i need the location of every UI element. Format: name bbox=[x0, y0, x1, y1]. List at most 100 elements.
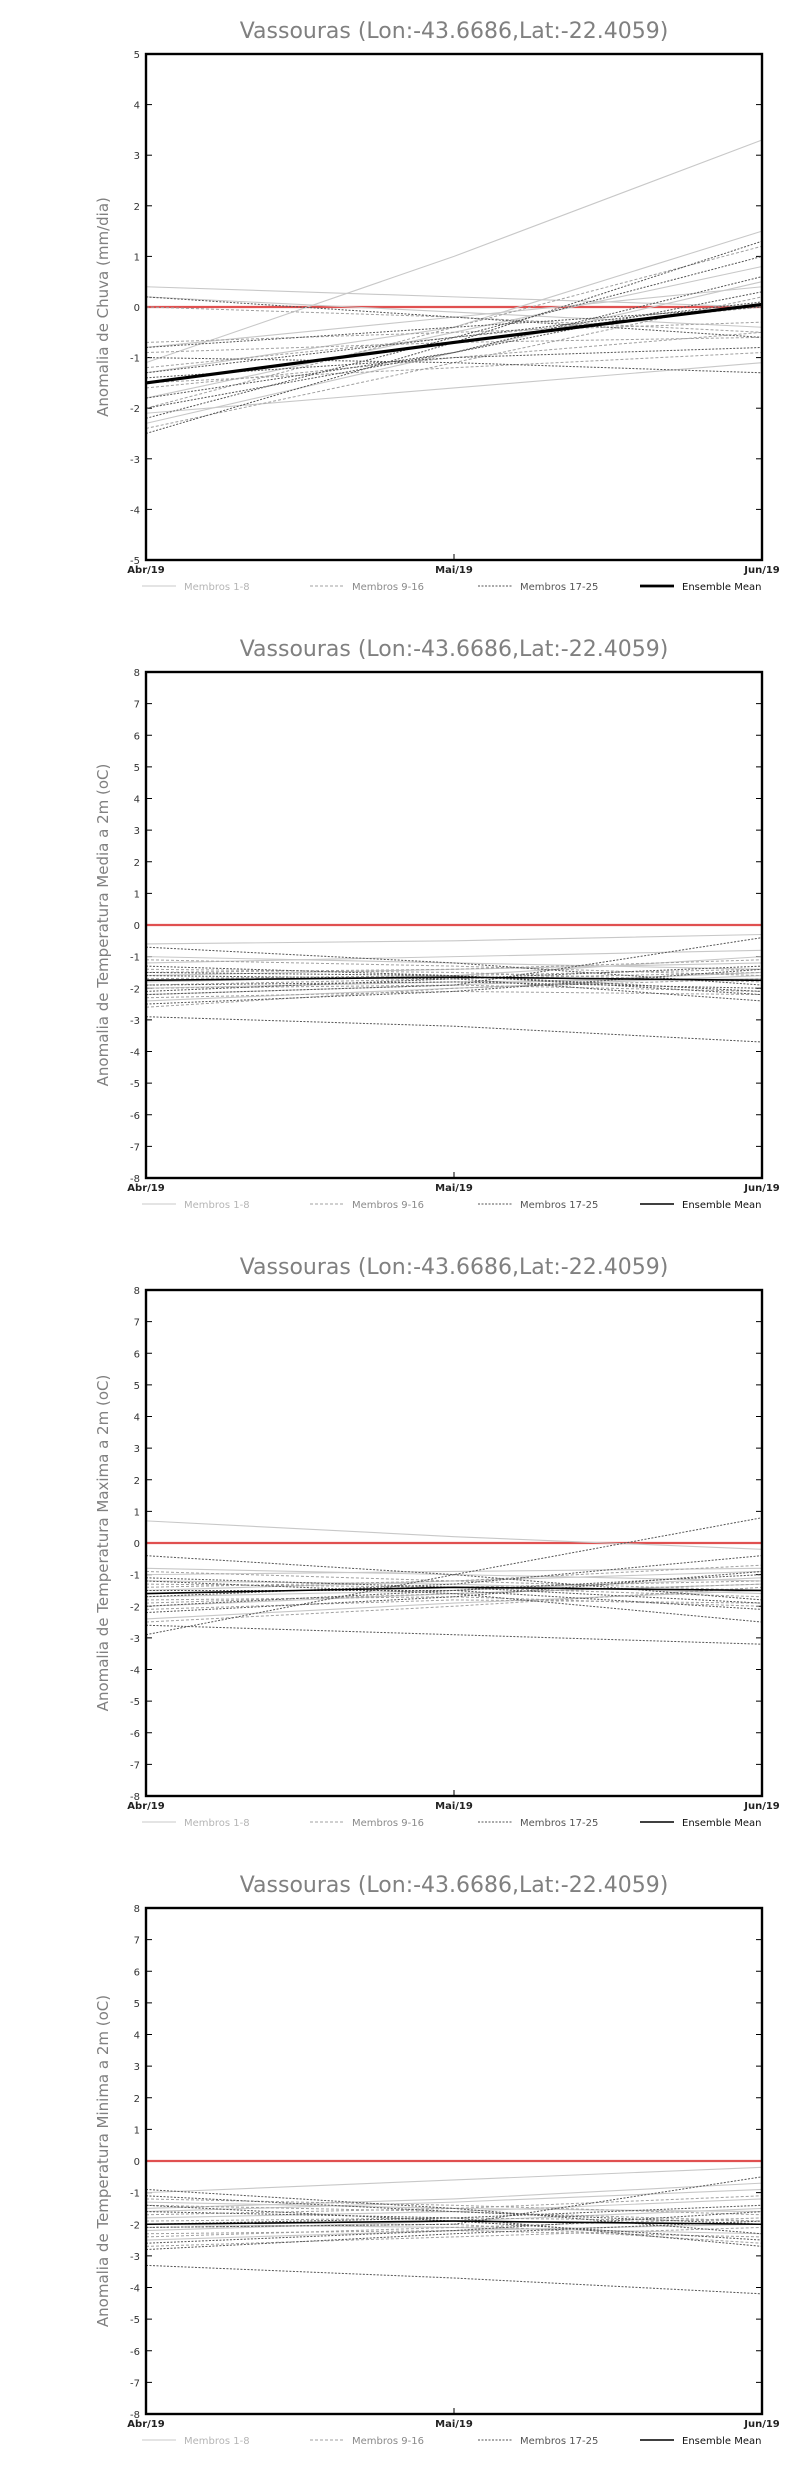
y-tick-label: 2 bbox=[134, 858, 140, 869]
y-tick-label: 5 bbox=[134, 1999, 140, 2010]
x-tick-label: Abr/19 bbox=[127, 1183, 164, 1194]
y-tick-label: -8 bbox=[130, 2410, 140, 2421]
legend-label-m1: Membros 1-8 bbox=[184, 582, 250, 593]
series-m2-6 bbox=[145, 990, 763, 999]
y-tick-label: 6 bbox=[134, 731, 140, 742]
y-tick-label: 8 bbox=[134, 668, 140, 679]
series-m3-5 bbox=[145, 357, 763, 374]
series-m1-8 bbox=[145, 296, 763, 328]
series-m3-9 bbox=[145, 965, 763, 992]
series-ensemble-mean bbox=[145, 2220, 763, 2226]
series-m3-1 bbox=[145, 1016, 763, 1043]
x-tick-label: Abr/19 bbox=[127, 2419, 164, 2430]
y-tick-label: 0 bbox=[134, 921, 140, 932]
series-ensemble-mean bbox=[145, 1586, 763, 1595]
chart-title: Vassouras (Lon:-43.6686,Lat:-22.4059) bbox=[240, 1873, 669, 1898]
series-m3-7 bbox=[145, 981, 763, 989]
series-m3-8 bbox=[145, 971, 763, 996]
y-tick-label: 6 bbox=[134, 1349, 140, 1360]
chart-panel-3: Vassouras (Lon:-43.6686,Lat:-22.4059) Ano… bbox=[94, 1255, 780, 1829]
chart-panel-2: Vassouras (Lon:-43.6686,Lat:-22.4059) Ano… bbox=[94, 637, 780, 1211]
series-m1-1 bbox=[145, 933, 763, 945]
y-tick-label: 1 bbox=[134, 252, 140, 263]
y-tick-label: 5 bbox=[134, 1381, 140, 1392]
y-tick-label: 4 bbox=[134, 795, 140, 806]
y-tick-label: 7 bbox=[134, 700, 140, 711]
series-m3-2 bbox=[145, 1624, 763, 1645]
series-m2-1 bbox=[145, 321, 763, 343]
series-m2-8 bbox=[145, 971, 763, 986]
series-m1-6 bbox=[145, 1589, 763, 1620]
chart-title: Vassouras (Lon:-43.6686,Lat:-22.4059) bbox=[240, 1255, 669, 1280]
series-m1-7 bbox=[145, 1567, 763, 1576]
series-m3-9 bbox=[145, 1574, 763, 1607]
series-m3-3 bbox=[145, 346, 763, 379]
legend-label-m1: Membros 1-8 bbox=[184, 2436, 250, 2447]
series-m2-3 bbox=[145, 306, 763, 333]
series-m2-8 bbox=[145, 2217, 763, 2238]
legend-label-m3: Membros 17-25 bbox=[520, 1200, 598, 1211]
plot-frame bbox=[144, 1288, 764, 1798]
y-tick-label: -1 bbox=[130, 2189, 140, 2200]
series-m3-6 bbox=[145, 2195, 763, 2225]
series-m2-2 bbox=[145, 2226, 763, 2247]
series-m2-5 bbox=[145, 2195, 763, 2216]
legend-label-m3: Membros 17-25 bbox=[520, 582, 598, 593]
legend-label-mean: Ensemble Mean bbox=[682, 582, 761, 593]
y-tick-label: -6 bbox=[130, 1111, 140, 1122]
y-tick-label: 7 bbox=[134, 1318, 140, 1329]
y-tick-label: 5 bbox=[134, 50, 140, 61]
series-m2-4 bbox=[145, 2230, 763, 2238]
series-m3-2 bbox=[145, 2188, 763, 2235]
chart-panel-4: Vassouras (Lon:-43.6686,Lat:-22.4059) Ano… bbox=[94, 1873, 780, 2447]
legend-label-m2: Membros 9-16 bbox=[352, 1200, 424, 1211]
series-m1-1 bbox=[145, 139, 763, 364]
series-m2-3 bbox=[145, 2204, 763, 2222]
series-m3-6 bbox=[145, 937, 763, 996]
y-tick-label: 6 bbox=[134, 1967, 140, 1978]
series-m2-5 bbox=[145, 968, 763, 980]
legend-label-mean: Ensemble Mean bbox=[682, 1200, 761, 1211]
series-m3-1 bbox=[145, 255, 763, 419]
y-tick-label: -7 bbox=[130, 1760, 140, 1771]
series-m3-3 bbox=[145, 2211, 763, 2244]
y-tick-label: 2 bbox=[134, 2094, 140, 2105]
series-m3-1 bbox=[145, 1517, 763, 1636]
x-tick-label: Mai/19 bbox=[435, 1801, 473, 1812]
series-m3-4 bbox=[145, 240, 763, 434]
x-tick-label: Jun/19 bbox=[743, 565, 780, 576]
series-m3-5 bbox=[145, 946, 763, 986]
y-tick-label: 8 bbox=[134, 1286, 140, 1297]
series-m3-9 bbox=[145, 301, 763, 374]
y-tick-label: 7 bbox=[134, 1936, 140, 1947]
series-m2-1 bbox=[145, 968, 763, 983]
legend-label-mean: Ensemble Mean bbox=[682, 1818, 761, 1829]
legend-label-m3: Membros 17-25 bbox=[520, 1818, 598, 1829]
y-tick-label: 3 bbox=[134, 2062, 140, 2073]
series-m2-4 bbox=[145, 352, 763, 384]
y-tick-label: 0 bbox=[134, 303, 140, 314]
series-m3-6 bbox=[145, 1570, 763, 1614]
series-m3-1 bbox=[145, 2264, 763, 2295]
series-m3-4 bbox=[145, 2211, 763, 2247]
y-tick-label: -1 bbox=[130, 354, 140, 365]
y-tick-label: -1 bbox=[130, 953, 140, 964]
series-m2-1 bbox=[145, 2217, 763, 2222]
chart-title: Vassouras (Lon:-43.6686,Lat:-22.4059) bbox=[240, 637, 669, 662]
y-tick-label: -5 bbox=[130, 556, 140, 567]
y-tick-label: -3 bbox=[130, 1016, 140, 1027]
y-tick-label: -3 bbox=[130, 1634, 140, 1645]
y-tick-label: -4 bbox=[130, 1666, 140, 1677]
series-m2-6 bbox=[145, 336, 763, 354]
series-m2-3 bbox=[145, 959, 763, 977]
y-tick-label: 0 bbox=[134, 1539, 140, 1550]
plot-frame bbox=[144, 52, 764, 562]
x-tick-label: Jun/19 bbox=[743, 1183, 780, 1194]
plot-frame bbox=[144, 670, 764, 1180]
series-m2-7 bbox=[145, 959, 763, 973]
series-m1-3 bbox=[145, 1570, 763, 1591]
y-tick-label: 1 bbox=[134, 2125, 140, 2136]
series-m1-1 bbox=[145, 2166, 763, 2194]
y-tick-label: 8 bbox=[134, 1904, 140, 1915]
y-tick-label: -2 bbox=[130, 984, 140, 995]
